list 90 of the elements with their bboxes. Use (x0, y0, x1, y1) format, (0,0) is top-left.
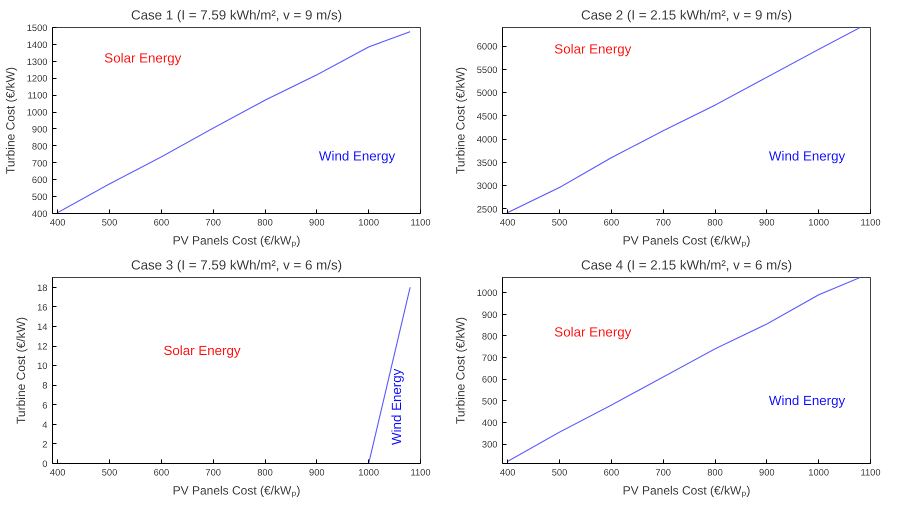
x-tick-label: 500 (552, 468, 568, 478)
y-tick-label: 1000 (26, 108, 48, 118)
y-tick-label: 400 (482, 418, 498, 428)
y-axis-title: Turbine Cost (€/kW) (454, 317, 468, 424)
chart-title: Case 3 (I = 7.59 kWh/m², v = 6 m/s) (130, 258, 342, 272)
y-tick-label: 12 (37, 342, 48, 352)
x-tick-label: 600 (604, 218, 620, 228)
x-tick-label: 600 (154, 468, 170, 478)
y-tick-label: 1000 (476, 288, 498, 298)
y-tick-label: 600 (482, 374, 498, 385)
x-tick-label: 1100 (860, 468, 881, 478)
y-tick-label: 900 (32, 124, 48, 134)
y-tick-label: 1400 (26, 40, 48, 50)
y-tick-label: 16 (37, 302, 48, 312)
y-tick-label: 1200 (26, 74, 48, 84)
annotation: Wind Energy (768, 393, 846, 408)
x-tick-label: 800 (257, 468, 273, 478)
x-tick-label: 1100 (860, 218, 881, 228)
y-tick-label: 4500 (476, 111, 498, 122)
y-tick-label: 3000 (476, 181, 498, 192)
x-tick-label: 900 (759, 468, 775, 478)
y-tick-label: 1100 (27, 90, 48, 101)
annotation: Wind Energy (318, 148, 396, 164)
x-tick-label: 900 (759, 218, 775, 228)
y-tick-label: 500 (32, 192, 48, 202)
annotation: Solar Energy (554, 324, 632, 340)
y-tick-label: 4 (42, 420, 48, 430)
x-tick-label: 400 (50, 218, 66, 228)
annotation: Solar Energy (104, 50, 182, 66)
x-tick-label: 700 (205, 468, 221, 478)
y-tick-label: 10 (37, 361, 48, 372)
y-tick-label: 300 (482, 440, 498, 450)
x-tick-label: 500 (102, 218, 118, 228)
x-tick-label: 600 (604, 468, 620, 478)
y-tick-label: 1300 (26, 56, 48, 67)
y-axis-title: Turbine Cost (€/kW) (454, 67, 468, 174)
x-tick-label: 500 (102, 468, 118, 478)
y-tick-label: 1500 (26, 23, 48, 33)
x-tick-label: 1000 (808, 218, 830, 228)
x-axis-title: PV Panels Cost (€/kWₚ) (622, 484, 750, 498)
x-tick-label: 400 (50, 468, 66, 478)
y-tick-label: 800 (32, 141, 48, 152)
chart-title: Case 4 (I = 2.15 kWh/m², v = 6 m/s) (580, 258, 792, 272)
y-tick-label: 5500 (476, 64, 498, 75)
x-axis-title: PV Panels Cost (€/kWₚ) (172, 484, 300, 498)
y-tick-label: 4000 (476, 134, 498, 145)
y-tick-label: 2500 (476, 204, 498, 214)
y-tick-label: 5000 (476, 88, 498, 98)
chart-title: Case 2 (I = 2.15 kWh/m², v = 9 m/s) (580, 8, 792, 22)
x-tick-label: 700 (655, 218, 671, 228)
y-tick-label: 18 (37, 282, 48, 293)
chart-title: Case 1 (I = 7.59 kWh/m², v = 9 m/s) (130, 8, 342, 22)
y-tick-label: 3500 (476, 158, 498, 168)
x-tick-label: 1100 (410, 218, 431, 228)
y-axis-title: Turbine Cost (€/kW) (14, 317, 28, 424)
annotation: Solar Energy (164, 343, 241, 358)
x-tick-label: 400 (500, 218, 516, 228)
x-axis-title: PV Panels Cost (€/kWₚ) (172, 234, 300, 248)
x-tick-label: 800 (707, 468, 723, 478)
y-tick-label: 6000 (476, 42, 498, 52)
y-tick-label: 900 (482, 310, 498, 320)
y-tick-label: 2 (42, 439, 48, 450)
x-tick-label: 800 (257, 218, 273, 228)
annotation: Solar Energy (554, 41, 632, 56)
x-tick-label: 1000 (358, 468, 380, 478)
y-tick-label: 700 (32, 158, 48, 168)
x-tick-label: 600 (154, 218, 170, 228)
x-tick-label: 900 (309, 468, 325, 478)
y-tick-label: 700 (482, 353, 498, 364)
y-tick-label: 600 (32, 175, 48, 186)
y-tick-label: 500 (482, 396, 498, 406)
annotation: Wind Energy (389, 368, 404, 445)
x-tick-label: 1000 (808, 468, 830, 478)
y-tick-label: 8 (42, 380, 48, 391)
x-tick-label: 400 (500, 468, 516, 478)
x-tick-label: 900 (309, 218, 325, 228)
y-tick-label: 0 (42, 459, 48, 469)
y-axis-title: Turbine Cost (€/kW) (4, 67, 18, 174)
y-tick-label: 400 (32, 209, 48, 219)
x-tick-label: 1100 (410, 468, 431, 478)
x-tick-label: 700 (655, 468, 671, 478)
annotation: Wind Energy (768, 148, 846, 164)
x-tick-label: 800 (707, 218, 723, 228)
x-tick-label: 700 (205, 218, 221, 228)
y-tick-label: 800 (482, 331, 498, 342)
x-tick-label: 1000 (358, 218, 380, 228)
y-tick-label: 14 (37, 322, 48, 332)
x-axis-title: PV Panels Cost (€/kWₚ) (622, 234, 750, 248)
y-tick-label: 6 (42, 400, 48, 410)
x-tick-label: 500 (552, 218, 568, 228)
